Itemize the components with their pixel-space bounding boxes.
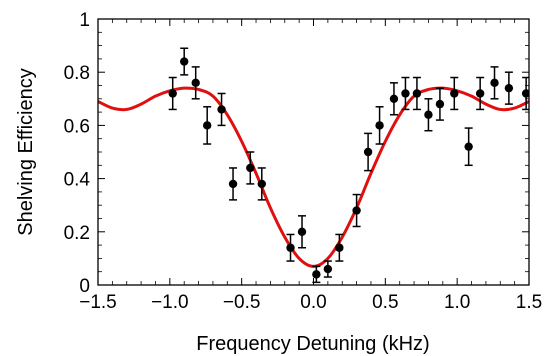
data-point: [533, 84, 541, 92]
x-axis-label: Frequency Detuning (kHz): [196, 333, 429, 355]
plot-frame: [97, 18, 530, 286]
data-point: [297, 227, 307, 236]
data-point: [363, 147, 373, 157]
x-tick-labels: −1.5 −1.0 −0.5 0.0 0.5 1.0 1.5: [79, 292, 542, 313]
y-tick-label: 0.4: [64, 170, 91, 191]
data-point: [464, 142, 473, 151]
x-tick-label: −1.0: [151, 292, 189, 313]
data-point: [490, 78, 499, 88]
x-tick-label: 1.0: [444, 292, 470, 313]
y-tick-label: 0.8: [64, 63, 90, 84]
x-tick-label: 0.0: [300, 292, 326, 313]
data-point: [401, 89, 410, 98]
data-point: [286, 243, 295, 252]
x-tick-label: −0.5: [223, 292, 261, 313]
data-point: [180, 57, 189, 66]
data-point: [435, 99, 445, 109]
y-tick-label: 0.2: [64, 223, 90, 244]
axis-ticks: [97, 18, 530, 286]
data-point: [521, 89, 529, 98]
y-tick-label: 0: [79, 276, 90, 297]
data-point: [168, 89, 177, 98]
y-tick-labels: 0 0.2 0.4 0.6 0.8 1: [64, 10, 91, 297]
data-point: [257, 179, 266, 189]
data-point: [389, 94, 399, 104]
data-point: [228, 179, 238, 189]
x-tick-label: −1.5: [79, 292, 117, 313]
data-point: [352, 206, 361, 215]
y-tick-label: 0.6: [64, 116, 90, 137]
data-point: [504, 83, 514, 93]
fit-curve: [98, 86, 529, 268]
data-point: [217, 105, 226, 114]
y-axis-label: Shelving Efficiency: [15, 68, 37, 236]
data-point: [191, 78, 200, 88]
data-point: [323, 264, 333, 274]
data-point: [450, 89, 459, 98]
x-tick-label: 0.5: [372, 292, 398, 313]
data-point: [412, 89, 422, 98]
data-point: [375, 121, 384, 130]
data-point: [424, 110, 433, 119]
y-tick-label: 1: [79, 10, 90, 31]
data-point: [335, 243, 344, 252]
data-point: [475, 89, 485, 98]
data-points-layer: [168, 47, 541, 284]
x-tick-label: 1.5: [516, 292, 542, 313]
data-point: [312, 270, 321, 279]
data-point: [202, 121, 212, 130]
data-point: [246, 163, 255, 173]
fit-curve-layer: [98, 86, 529, 268]
